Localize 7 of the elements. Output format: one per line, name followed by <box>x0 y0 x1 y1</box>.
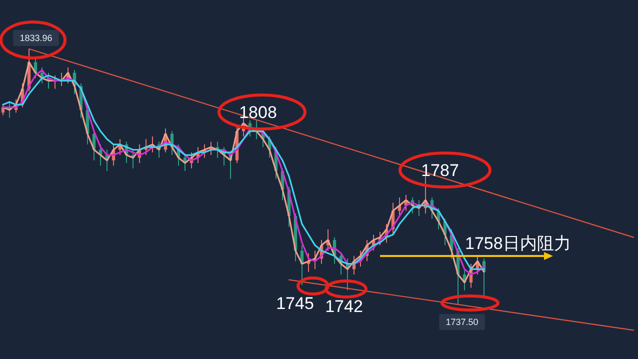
annotation: 1745 <box>276 294 314 313</box>
annotation: 1758日内阻力 <box>465 234 571 253</box>
annotation: 1808 <box>239 103 277 122</box>
text: 1737.50 <box>446 317 478 327</box>
annotation: 1742 <box>325 297 363 316</box>
annotation: 1787 <box>421 161 459 180</box>
text: 1833.96 <box>20 33 52 43</box>
